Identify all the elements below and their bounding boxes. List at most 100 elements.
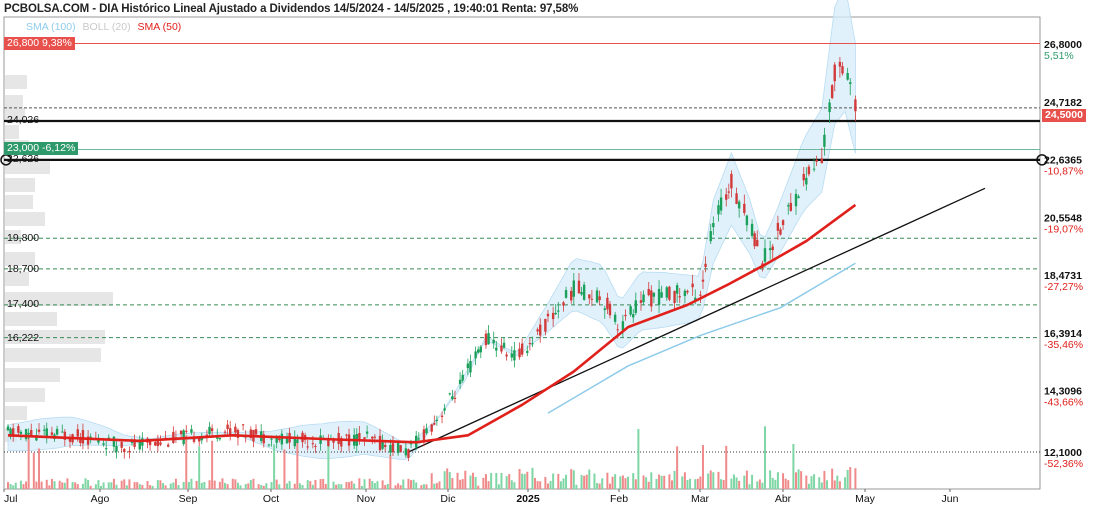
volume-bar: [745, 470, 748, 489]
x-tick-label: Jun: [942, 493, 959, 505]
volume-profile-bar: [5, 272, 29, 286]
volume-profile-bar: [5, 230, 21, 244]
candle-body: [280, 433, 284, 445]
candle-body: [81, 430, 85, 444]
candle-body: [293, 437, 296, 447]
candle-body: [652, 292, 656, 297]
level-label-17400: 17,400: [7, 298, 40, 310]
volume-profile-bar: [5, 406, 27, 420]
x-tick-label: Dic: [440, 493, 455, 505]
volume-bar: [484, 474, 487, 489]
candle-body: [417, 438, 420, 440]
volume-bar: [443, 471, 446, 489]
volume-bar: [614, 474, 617, 489]
candle-body: [296, 439, 299, 444]
candle-body: [838, 61, 842, 67]
volume-bar: [363, 479, 366, 489]
volume-bar: [81, 483, 84, 489]
volume-bar: [146, 481, 149, 489]
volume-profile-bar: [5, 292, 113, 306]
candle-body: [61, 431, 64, 433]
candle-body: [528, 343, 532, 345]
volume-bar: [337, 484, 340, 489]
volume-bar: [14, 482, 17, 489]
candle-body: [613, 314, 617, 322]
candle-body: [650, 290, 653, 307]
volume-bar: [689, 478, 692, 489]
volume-bar: [756, 481, 759, 489]
volume-bar: [456, 472, 459, 489]
level-label-18700: 18,700: [7, 263, 40, 275]
volume-bar: [402, 479, 405, 489]
volume-bar: [854, 468, 857, 489]
volume-bar: [174, 478, 177, 489]
candle-body: [128, 450, 131, 453]
volume-bar: [598, 483, 601, 489]
volume-bar: [521, 473, 524, 489]
candle-body: [849, 82, 852, 84]
volume-bar: [296, 440, 299, 489]
candle-body: [753, 233, 756, 247]
volume-bar: [185, 435, 188, 489]
y-tick-pct: -35,46%: [1044, 339, 1083, 351]
volume-bar: [138, 484, 141, 489]
volume-bar: [293, 483, 296, 489]
volume-bar: [792, 443, 795, 489]
volume-bar: [368, 478, 371, 489]
volume-bar: [169, 483, 172, 489]
volume-bar: [758, 479, 761, 489]
candle-body: [228, 428, 232, 435]
volume-bar: [358, 478, 361, 489]
volume-bar: [735, 477, 738, 489]
candle-body: [572, 280, 575, 297]
volume-bar: [681, 476, 684, 489]
volume-bar: [712, 472, 715, 489]
candle-body: [660, 292, 663, 298]
volume-bar: [262, 485, 265, 489]
volume-bar: [213, 480, 216, 489]
volume-bar: [7, 482, 9, 489]
candle-body: [639, 300, 643, 303]
candle-body: [156, 438, 160, 447]
line-handle-right: [1036, 154, 1048, 166]
volume-bar: [800, 471, 803, 489]
candle-body: [358, 433, 361, 442]
volume-bar: [580, 474, 583, 489]
candle-body: [275, 435, 278, 443]
volume-bar: [198, 446, 201, 489]
candle-body: [606, 297, 609, 310]
volume-bar: [619, 476, 622, 489]
candle-body: [797, 196, 800, 199]
candle-body: [123, 449, 126, 453]
volume-bar: [650, 472, 653, 489]
candle-body: [332, 439, 335, 443]
candle-body: [608, 303, 612, 316]
candle-body: [616, 329, 619, 331]
volume-bar: [19, 480, 22, 489]
candle-body: [577, 280, 581, 294]
volume-bar: [332, 481, 335, 489]
candle-body: [345, 434, 348, 436]
volume-bar: [244, 483, 247, 489]
volume-bar: [732, 474, 735, 489]
candle-body: [590, 298, 594, 300]
candle-body: [564, 290, 568, 298]
volume-profile-bar: [5, 195, 33, 209]
candle-body: [208, 426, 211, 435]
candle-body: [270, 438, 273, 440]
candle-body: [712, 223, 715, 228]
volume-bar: [350, 481, 353, 489]
volume-bar: [190, 478, 193, 489]
candle-body: [805, 177, 808, 185]
candle-body: [453, 397, 457, 399]
volume-bar: [787, 480, 790, 489]
candle-body: [474, 351, 477, 359]
volume-bar: [45, 479, 48, 489]
candle-body: [657, 288, 661, 305]
volume-bar: [831, 468, 834, 489]
volume-bar: [668, 474, 671, 489]
candle-body: [595, 290, 599, 303]
volume-bar: [663, 475, 666, 489]
candle-body: [634, 300, 638, 313]
candle-body: [812, 168, 816, 170]
